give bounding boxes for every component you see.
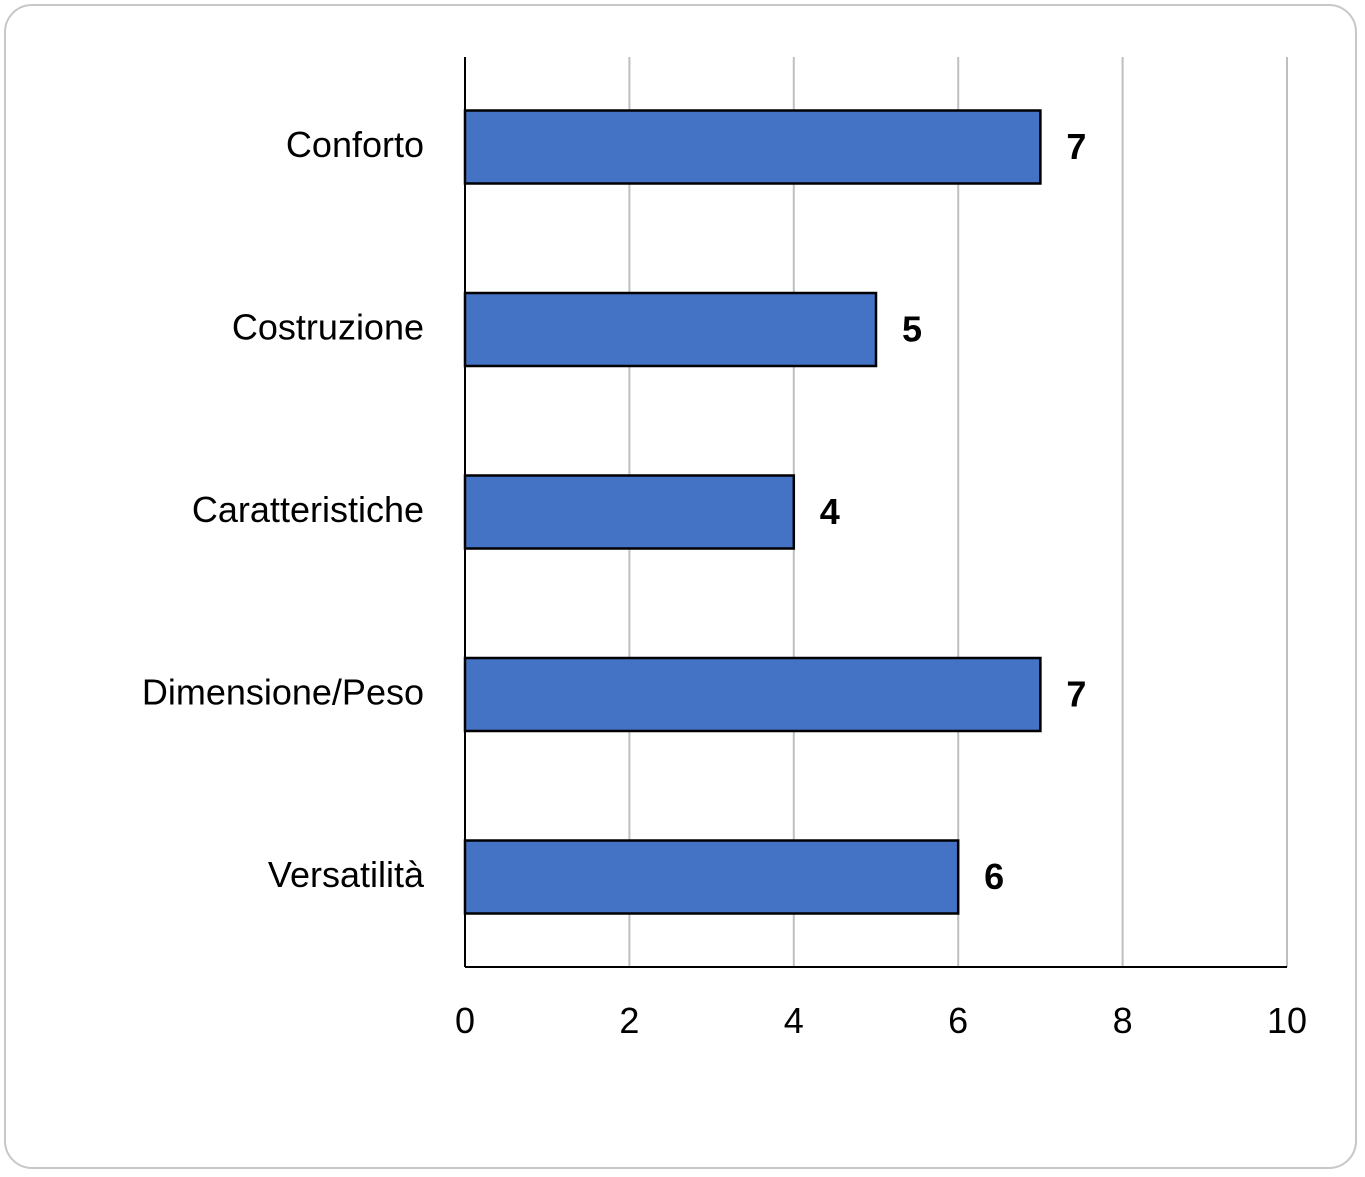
- data-label-1: 5: [902, 309, 922, 350]
- x-tick-label-2: 2: [619, 1000, 639, 1041]
- category-label-2: Caratteristiche: [192, 489, 424, 530]
- x-tick-label-10: 10: [1267, 1000, 1307, 1041]
- data-label-3: 7: [1066, 674, 1086, 715]
- data-label-2: 4: [820, 491, 840, 532]
- bar-1: [463, 291, 878, 368]
- data-label-0: 7: [1066, 126, 1086, 167]
- axes: [464, 57, 1287, 968]
- category-label-1: Costruzione: [232, 307, 424, 348]
- x-tick-label-0: 0: [455, 1000, 475, 1041]
- labels: 7 Conforto 5 Costruzione 4 Caratteristiche 7 Di…: [142, 124, 1307, 1041]
- bars: [463, 109, 1042, 915]
- x-tick-label-6: 6: [948, 1000, 968, 1041]
- bar-3: [463, 656, 1042, 733]
- category-label-0: Conforto: [286, 124, 424, 165]
- bar-4: [463, 839, 960, 915]
- x-tick-label-8: 8: [1113, 1000, 1133, 1041]
- bar-0: [463, 109, 1042, 185]
- chart-frame: [4, 4, 1357, 1169]
- bar-2: [463, 474, 796, 550]
- category-label-3: Dimensione/Peso: [142, 672, 424, 713]
- category-label-4: Versatilità: [268, 854, 425, 895]
- x-tick-label-4: 4: [784, 1000, 804, 1041]
- data-label-4: 6: [984, 856, 1004, 897]
